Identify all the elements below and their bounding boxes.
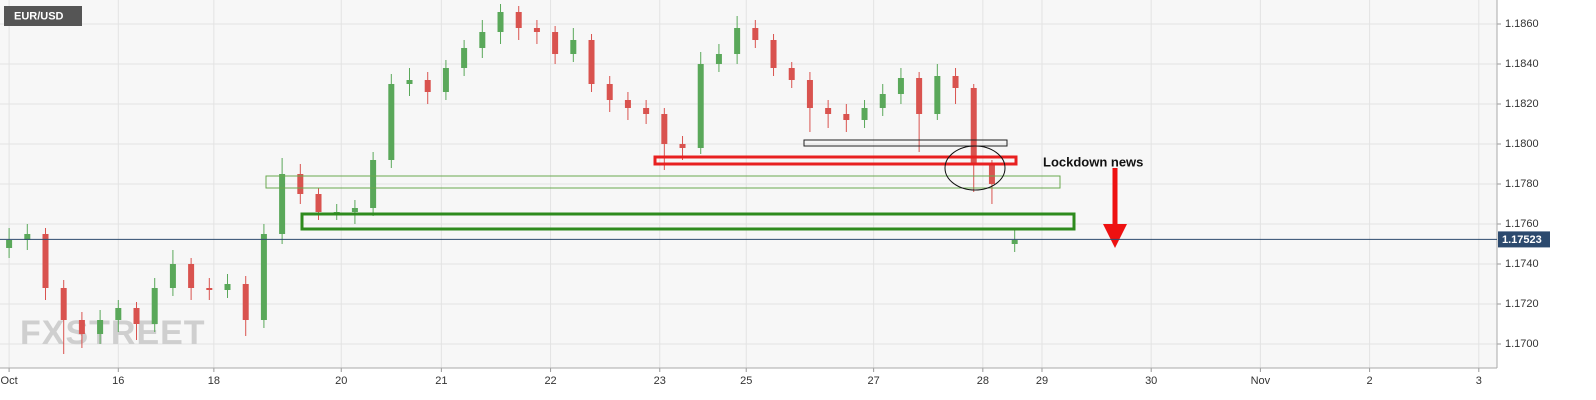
zone-box bbox=[265, 175, 1061, 189]
candle-body bbox=[552, 32, 559, 54]
candle-body bbox=[606, 84, 613, 100]
candle-body bbox=[206, 288, 213, 290]
candle-body bbox=[570, 40, 577, 54]
candle-body bbox=[115, 308, 122, 320]
candle-body bbox=[388, 84, 395, 160]
candle-body bbox=[133, 308, 140, 324]
candle-body bbox=[825, 108, 832, 114]
candle-body bbox=[752, 28, 759, 40]
candle-body bbox=[6, 240, 13, 248]
highlight-ellipse bbox=[944, 145, 1006, 191]
x-tick-label: 20 bbox=[335, 375, 347, 387]
candle-body bbox=[279, 174, 286, 234]
candle-body bbox=[260, 234, 267, 320]
candles bbox=[6, 4, 1018, 354]
candle-body bbox=[861, 108, 868, 120]
zone-box bbox=[300, 212, 1076, 231]
candle-body bbox=[734, 28, 741, 54]
x-tick-label: 18 bbox=[208, 375, 220, 387]
candle-body bbox=[351, 208, 358, 212]
arrow-head bbox=[1103, 224, 1127, 248]
watermark: FXSTREET bbox=[20, 314, 206, 352]
candle-body bbox=[588, 40, 595, 84]
candle-body bbox=[424, 80, 431, 92]
candle-body bbox=[897, 78, 904, 94]
x-tick-label: 27 bbox=[868, 375, 880, 387]
y-tick-label: 1.1760 bbox=[1505, 218, 1539, 230]
x-tick-label: 22 bbox=[544, 375, 556, 387]
x-tick-label: 25 bbox=[740, 375, 752, 387]
candle-body bbox=[533, 28, 540, 32]
candle-body bbox=[224, 284, 231, 290]
candle-body bbox=[242, 284, 249, 320]
candle-body bbox=[315, 194, 322, 212]
x-tick-label: 28 bbox=[977, 375, 989, 387]
candle-body bbox=[24, 234, 31, 240]
symbol-badge bbox=[4, 6, 82, 26]
chart-title: EUR/USD bbox=[14, 10, 64, 22]
zone-box bbox=[803, 139, 1008, 147]
candle-body bbox=[1011, 240, 1018, 244]
candle-body bbox=[916, 78, 923, 114]
candle-body bbox=[806, 80, 813, 108]
candle-body bbox=[370, 160, 377, 208]
x-tick-label: 29 bbox=[1036, 375, 1048, 387]
candle-body bbox=[697, 64, 704, 148]
candle-body bbox=[151, 288, 158, 324]
candle-body bbox=[406, 80, 413, 84]
candle-body bbox=[479, 32, 486, 48]
y-tick-label: 1.1800 bbox=[1505, 138, 1539, 150]
annotation-text: Lockdown news bbox=[1043, 154, 1143, 169]
candle-body bbox=[988, 164, 995, 184]
candle-body bbox=[770, 40, 777, 68]
y-tick-label: 1.1720 bbox=[1505, 298, 1539, 310]
candle-body bbox=[515, 12, 522, 28]
candle-body bbox=[60, 288, 67, 320]
x-tick-label: 3 bbox=[1476, 375, 1482, 387]
candle-body bbox=[934, 76, 941, 114]
y-tick-label: 1.1700 bbox=[1505, 338, 1539, 350]
last-price-badge bbox=[1498, 231, 1550, 248]
candle-body bbox=[952, 76, 959, 88]
candle-body bbox=[461, 48, 468, 68]
candle-body bbox=[788, 68, 795, 80]
candle-body bbox=[661, 114, 668, 144]
candle-body bbox=[42, 234, 49, 288]
candle-body bbox=[679, 144, 686, 148]
y-tick-label: 1.1860 bbox=[1505, 18, 1539, 30]
x-tick-label: Oct bbox=[1, 375, 18, 387]
candle-body bbox=[188, 264, 195, 288]
zone-box bbox=[653, 155, 1018, 166]
x-tick-label: 21 bbox=[435, 375, 447, 387]
candle-body bbox=[715, 54, 722, 64]
candle-body bbox=[624, 100, 631, 108]
candle-body bbox=[297, 174, 304, 194]
candle-body bbox=[78, 320, 85, 334]
y-tick-label: 1.1740 bbox=[1505, 258, 1539, 270]
x-tick-label: 30 bbox=[1145, 375, 1157, 387]
last-price-label: 1.17523 bbox=[1502, 234, 1542, 246]
candle-body bbox=[97, 320, 104, 334]
candle-body bbox=[843, 114, 850, 120]
candle-body bbox=[497, 12, 504, 32]
candle-body bbox=[970, 88, 977, 164]
axes: 1.1700 1.1720 1.1740 1.1760 1.1780 1.1800 1.18… bbox=[0, 0, 1550, 387]
candle-body bbox=[643, 108, 650, 114]
y-tick-label: 1.1840 bbox=[1505, 58, 1539, 70]
y-tick-label: 1.1780 bbox=[1505, 178, 1539, 190]
x-tick-label: Nov bbox=[1251, 375, 1271, 387]
x-tick-label: 23 bbox=[654, 375, 666, 387]
x-tick-label: 2 bbox=[1367, 375, 1373, 387]
candle-body bbox=[879, 94, 886, 108]
y-tick-label: 1.1820 bbox=[1505, 98, 1539, 110]
candle-body bbox=[442, 68, 449, 92]
candle-body bbox=[169, 264, 176, 288]
x-tick-label: 16 bbox=[112, 375, 124, 387]
